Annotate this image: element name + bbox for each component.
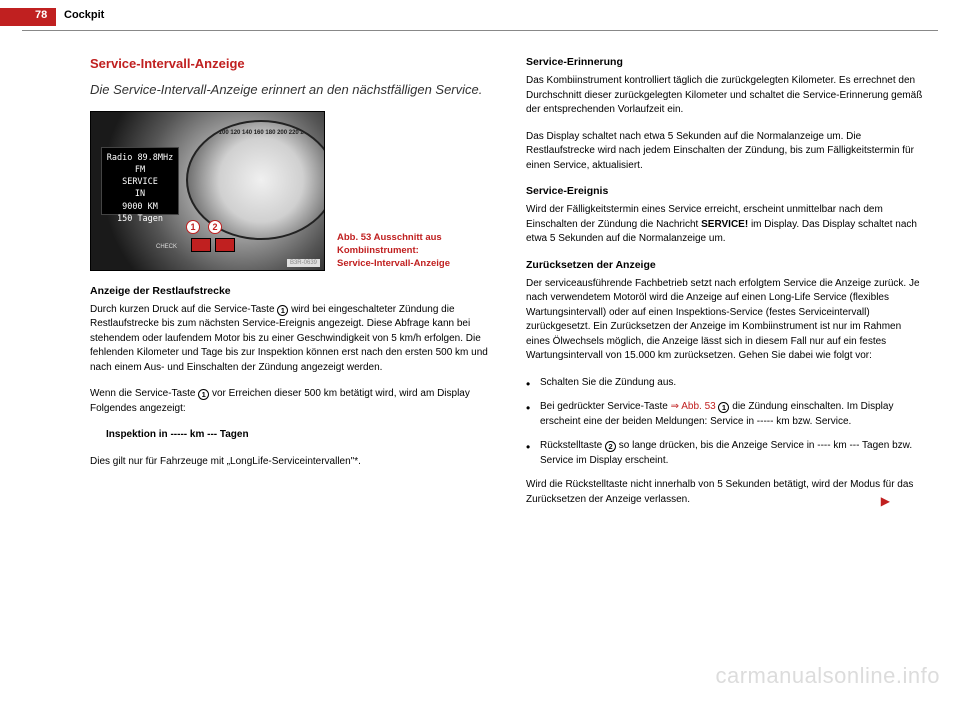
text: . [849,416,852,427]
body-text: Wird der Fälligkeitstermin eines Service… [526,203,926,247]
marker-1: 1 [198,389,209,400]
text: Rückstelltaste [540,440,605,451]
speedometer: 60 80 100 120 140 160 180 200 220 240 [186,120,325,240]
text: so lange drücken, bis die Anzeige [616,440,771,451]
text: Durch kurzen Druck auf die Service-Taste [90,304,277,315]
body-text: Durch kurzen Druck auf die Service-Taste… [90,303,490,376]
page-header: 78 Cockpit [0,0,960,38]
bullet-list: Schalten Sie die Zündung aus. Bei gedrüc… [526,376,926,469]
text: Bei gedrückter Service-Taste [540,401,671,412]
text: bzw. [790,416,816,427]
section-lead: Die Service-Intervall-Anzeige erinnert a… [90,81,490,99]
text: Wird die Rückstelltaste nicht innerhalb … [526,479,913,505]
display-quote: Inspektion in ----- km --- Tagen [106,428,490,443]
radio-line: SERVICE [102,176,178,188]
bold-text: Service [815,416,848,427]
watermark: carmanualsonline.info [715,663,940,689]
service-buttons [191,238,235,252]
fig-ref: ⇒ Abb. 53 [671,401,719,412]
service-button-1 [191,238,211,252]
page-number-bar [0,8,56,26]
subheading: Anzeige der Restlaufstrecke [90,285,490,297]
list-item: Bei gedrückter Service-Taste ⇒ Abb. 53 1… [526,400,926,429]
marker-1: 1 [718,402,729,413]
left-column: Service-Intervall-Anzeige Die Service-In… [90,56,490,519]
radio-line: 9000 KM [102,201,178,213]
figure-53: 60 80 100 120 140 160 180 200 220 240 Ra… [90,111,325,271]
header-rule [22,30,938,31]
continuation-arrow-icon: ▶ [881,493,890,510]
body-text: Dies gilt nur für Fahrzeuge mit „LongLif… [90,455,490,470]
bold-text: Service in ----- km [710,416,789,427]
radio-line: 150 Tagen [102,213,178,225]
body-text: Das Kombiinstrument kontrolliert täglich… [526,74,926,118]
marker-1: 1 [277,305,288,316]
bold-text: SERVICE! [701,219,748,230]
subheading: Service-Ereignis [526,185,926,197]
radio-display: Radio 89.8MHz FM SERVICE IN 9000 KM 150 … [101,147,179,215]
list-item: Schalten Sie die Zündung aus. [526,376,926,391]
body-text: Wird die Rückstelltaste nicht innerhalb … [526,478,926,507]
content-columns: Service-Intervall-Anzeige Die Service-In… [0,38,960,519]
marker-2: 2 [605,441,616,452]
radio-line: IN [102,188,178,200]
gauge-ticks: 60 80 100 120 140 160 180 200 220 240 [202,130,322,136]
service-button-2 [215,238,235,252]
radio-line: Radio 89.8MHz [102,152,178,164]
figure-wrap: 60 80 100 120 140 160 180 200 220 240 Ra… [90,111,490,271]
list-item: Rückstelltaste 2 so lange drücken, bis d… [526,439,926,468]
subheading: Zurücksetzen der Anzeige [526,259,926,271]
check-label: CHECK [156,244,177,250]
text: Schalten Sie die Zündung aus. [540,377,676,388]
display-text: Inspektion in ----- km --- Tagen [106,429,249,440]
figure-id: B3R-0639 [287,259,320,267]
section-title: Service-Intervall-Anzeige [90,56,490,71]
body-text: Der serviceausführende Fachbetrieb setzt… [526,277,926,364]
body-text: Wenn die Service-Taste 1 vor Erreichen d… [90,387,490,416]
radio-line: FM [102,164,178,176]
bold-text: Service in ---- km --- Tagen [771,440,890,451]
chapter-title: Cockpit [64,9,104,21]
bold-text: Service [540,455,573,466]
figure-caption: Abb. 53 Ausschnitt aus Kombiinstrument: … [337,232,457,270]
text: bzw. [889,440,912,451]
callout-2: 2 [208,220,222,234]
body-text: Das Display schaltet nach etwa 5 Sekunde… [526,130,926,174]
page-number: 78 [35,9,47,21]
subheading: Service-Erinnerung [526,56,926,68]
text: Wenn die Service-Taste [90,388,198,399]
text: im Display erscheint. [573,455,668,466]
callout-1: 1 [186,220,200,234]
right-column: Service-Erinnerung Das Kombiinstrument k… [526,56,926,519]
